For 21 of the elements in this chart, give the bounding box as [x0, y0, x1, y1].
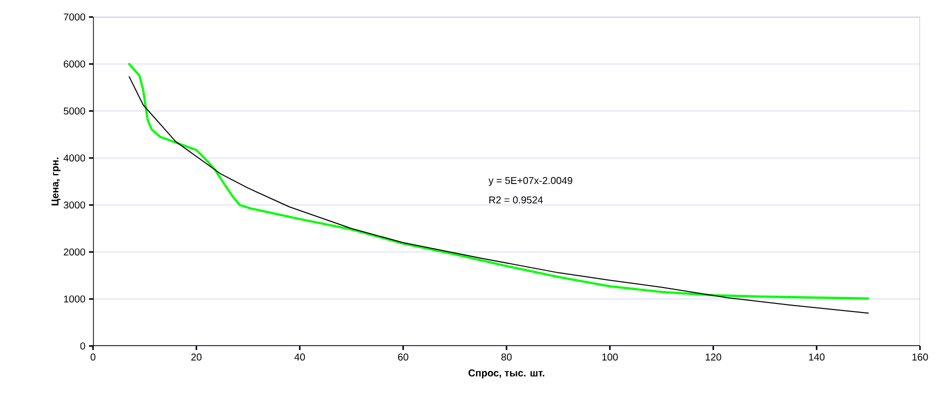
- x-tick-label: 60: [398, 354, 408, 361]
- annotation: R2 = 0.9524: [489, 196, 543, 204]
- y-axis-title: Цена, грн.: [52, 158, 60, 206]
- y-tick-label: 0: [80, 342, 86, 350]
- x-tick-label: 40: [294, 354, 305, 361]
- y-tick-label: 5000: [64, 107, 86, 115]
- x-tick-label: 120: [706, 354, 722, 361]
- y-tick-label: 4000: [64, 154, 86, 162]
- x-tick-label: 100: [602, 354, 618, 361]
- x-tick-label: 160: [912, 354, 928, 361]
- y-tick-label: 6000: [64, 60, 86, 68]
- x-tick-label: 20: [191, 354, 202, 361]
- x-tick-label: 0: [90, 354, 96, 361]
- y-tick-label: 3000: [64, 201, 86, 209]
- x-axis-title: Спрос, тыс. шт.: [468, 369, 544, 378]
- y-tick-label: 1000: [64, 295, 86, 303]
- x-tick-label: 80: [501, 354, 512, 361]
- x-tick-label: 140: [809, 354, 825, 361]
- y-tick-label: 2000: [64, 248, 86, 256]
- annotation: y = 5E+07x-2.0049: [488, 176, 572, 186]
- y-tick-label: 7000: [64, 13, 86, 21]
